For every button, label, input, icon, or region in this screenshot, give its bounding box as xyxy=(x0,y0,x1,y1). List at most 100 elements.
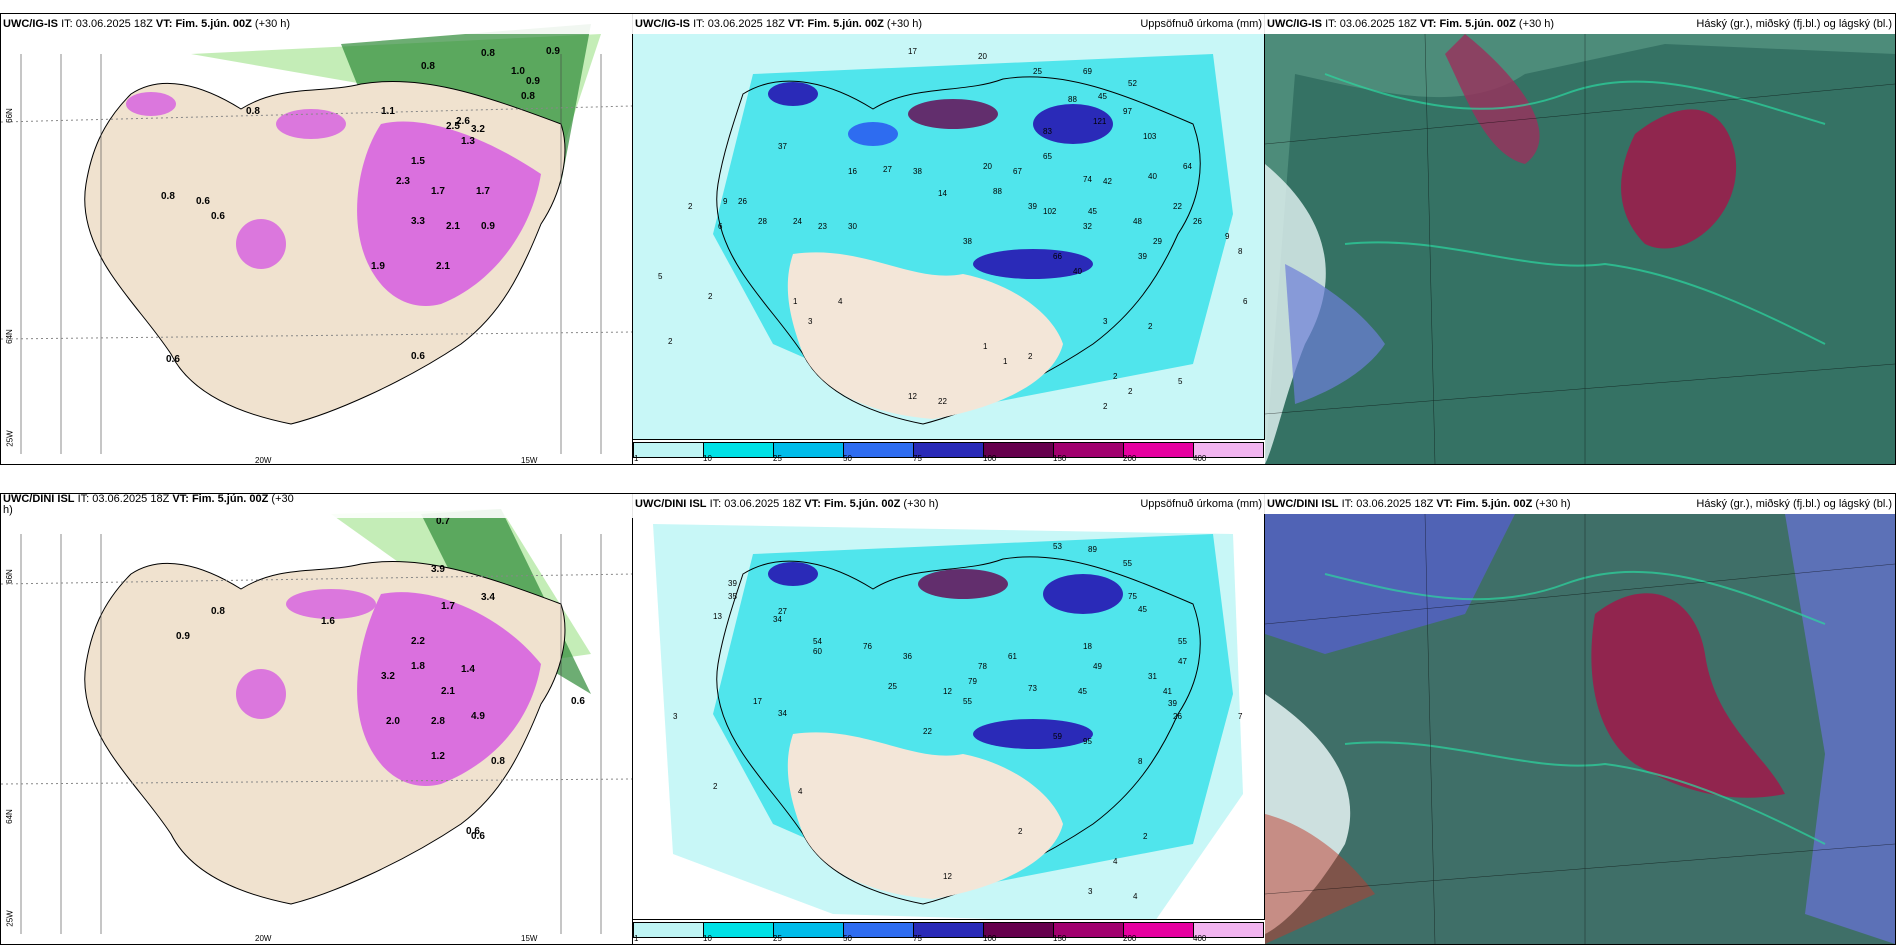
precip-value: 22 xyxy=(938,397,947,406)
precip-value: 8 xyxy=(1138,757,1143,766)
wind-value: 1.0 xyxy=(511,66,525,77)
precip-value: 2 xyxy=(708,292,713,301)
precip-value: 13 xyxy=(713,612,722,621)
precip-value: 59 xyxy=(1053,732,1062,741)
wind-value: 3.9 xyxy=(431,564,445,575)
precip-value: 2 xyxy=(1018,827,1023,836)
precip-value: 64 xyxy=(1183,162,1192,171)
lon-label: 25W xyxy=(5,430,15,447)
precip-value: 103 xyxy=(1143,132,1157,141)
precip-value: 89 xyxy=(1088,545,1097,554)
wind-value: 0.6 xyxy=(211,211,225,222)
precip-value: 67 xyxy=(1013,167,1022,176)
colorbar-label: 50 xyxy=(843,934,852,943)
precip-value: 3 xyxy=(1103,317,1108,326)
wind-value: 1.9 xyxy=(371,261,385,272)
precip-value: 18 xyxy=(1083,642,1092,651)
wind-value: 2.1 xyxy=(436,261,450,272)
precip-value: 4 xyxy=(838,297,843,306)
precip-value: 14 xyxy=(938,189,947,198)
precip-value: 2 xyxy=(1148,322,1153,331)
wind-value: 0.6 xyxy=(466,826,480,837)
wind-value: 0.8 xyxy=(211,606,225,617)
wind-value: 3.4 xyxy=(481,592,495,603)
wind-value: 0.8 xyxy=(246,106,260,117)
colorbar-label: 10 xyxy=(703,454,712,463)
panel-title: UWC/IG-IS IT: 03.06.2025 18Z VT: Fim. 5.… xyxy=(1265,14,1895,34)
precip-value: 7 xyxy=(1238,712,1243,721)
panel-wind-dini: UWC/DINI ISL IT: 03.06.2025 18Z VT: Fim.… xyxy=(0,493,634,945)
precip-value: 36 xyxy=(903,652,912,661)
wind-value: 1.5 xyxy=(411,156,425,167)
wind-value: 0.6 xyxy=(571,696,585,707)
colorbar-label: 25 xyxy=(773,454,782,463)
precip-value: 2 xyxy=(713,782,718,791)
precip-value: 22 xyxy=(1173,202,1182,211)
precip-value: 97 xyxy=(1123,107,1132,116)
precip-value: 26 xyxy=(738,197,747,206)
precip-value: 49 xyxy=(1093,662,1102,671)
wind-value: 3.3 xyxy=(411,216,425,227)
wind-value: 1.7 xyxy=(476,186,490,197)
precip-value: 54 xyxy=(813,637,822,646)
wind-value: 0.9 xyxy=(176,631,190,642)
panel-precip-ig-is: UWC/IG-IS IT: 03.06.2025 18Z VT: Fim. 5.… xyxy=(632,13,1266,465)
wind-value: 0.9 xyxy=(481,221,495,232)
panel-precip-dini: UWC/DINI ISL IT: 03.06.2025 18Z VT: Fim.… xyxy=(632,493,1266,945)
colorbar-label: 75 xyxy=(913,934,922,943)
precip-value: 17 xyxy=(753,697,762,706)
precip-value: 121 xyxy=(1093,117,1107,126)
wind-value: 0.6 xyxy=(196,196,210,207)
lon-label: 25W xyxy=(5,910,15,927)
precip-value: 2 xyxy=(688,202,693,211)
lat-label: 66N xyxy=(4,108,14,123)
precip-value: 45 xyxy=(1138,605,1147,614)
wind-value: 1.6 xyxy=(321,616,335,627)
wind-value: 0.8 xyxy=(481,48,495,59)
precip-value: 3 xyxy=(1088,887,1093,896)
wind-value: 1.1 xyxy=(381,106,395,117)
colorbar-label: 200 xyxy=(1123,934,1137,943)
colorbar-label: 1 xyxy=(634,454,639,463)
precip-value: 39 xyxy=(728,579,737,588)
lon-label: 15W xyxy=(521,934,538,943)
precip-value: 5 xyxy=(658,272,663,281)
colorbar-label: 100 xyxy=(983,934,997,943)
precip-value: 12 xyxy=(908,392,917,401)
precip-value: 20 xyxy=(983,162,992,171)
precip-value: 6 xyxy=(1243,297,1248,306)
colorbar-label: 100 xyxy=(983,454,997,463)
wind-value: 2.8 xyxy=(431,716,445,727)
colorbar-label: 10 xyxy=(703,934,712,943)
precip-value: 2 xyxy=(1113,372,1118,381)
precip-value: 83 xyxy=(1043,127,1052,136)
wind-value: 1.7 xyxy=(431,186,445,197)
precip-value: 42 xyxy=(1103,177,1112,186)
lat-label: 64N xyxy=(4,329,14,344)
wind-value: 1.2 xyxy=(431,751,445,762)
lon-label: 20W xyxy=(255,456,272,465)
panel-title: UWC/IG-IS IT: 03.06.2025 18Z VT: Fim. 5.… xyxy=(1,14,633,34)
colorbar-label: 1 xyxy=(634,934,639,943)
wind-value: 4.9 xyxy=(471,711,485,722)
precip-value: 22 xyxy=(923,727,932,736)
precip-value: 55 xyxy=(1178,637,1187,646)
colorbar-swatch xyxy=(913,922,984,938)
precip-value: 52 xyxy=(1128,79,1137,88)
precip-value: 24 xyxy=(793,217,802,226)
precip-value: 2 xyxy=(1103,402,1108,411)
precip-value: 1 xyxy=(1003,357,1008,366)
precip-value: 79 xyxy=(968,677,977,686)
colorbar-swatch xyxy=(773,442,844,458)
wind-value: 0.9 xyxy=(526,76,540,87)
colorbar-label: 400 xyxy=(1193,454,1207,463)
colorbar-swatch xyxy=(1193,922,1264,938)
wind-value: 2.2 xyxy=(411,636,425,647)
wind-value: 3.2 xyxy=(471,124,485,135)
precip-value: 29 xyxy=(1153,237,1162,246)
precip-value: 4 xyxy=(798,787,803,796)
panel-title: UWC/DINI ISL IT: 03.06.2025 18Z VT: Fim.… xyxy=(1,494,633,518)
precip-value: 38 xyxy=(963,237,972,246)
precip-value: 47 xyxy=(1178,657,1187,666)
colorbar-label: 400 xyxy=(1193,934,1207,943)
